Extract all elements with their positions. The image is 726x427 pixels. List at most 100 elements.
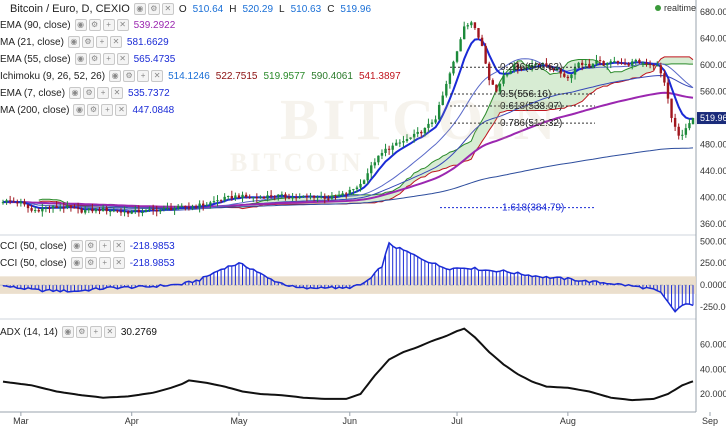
candle-body: [191, 206, 194, 208]
close-icon[interactable]: ✕: [103, 326, 116, 338]
eye-icon[interactable]: ◉: [109, 70, 122, 82]
candle-body: [184, 205, 187, 208]
candle-body: [262, 197, 266, 199]
settings-icon[interactable]: ⚙: [88, 53, 101, 65]
settings-icon[interactable]: ⚙: [88, 19, 101, 31]
adx-legend-value: 30.2769: [120, 326, 157, 338]
candle-body: [466, 25, 469, 27]
add-icon[interactable]: +: [98, 257, 111, 269]
candle-body: [584, 63, 587, 66]
candle-body: [470, 22, 473, 26]
candle-body: [19, 201, 23, 204]
candle-body: [398, 142, 402, 144]
add-icon[interactable]: +: [102, 19, 115, 31]
settings-icon[interactable]: ⚙: [84, 240, 97, 252]
settings-icon[interactable]: ⚙: [87, 104, 100, 116]
candle-body: [41, 208, 44, 212]
eye-icon[interactable]: ◉: [74, 53, 87, 65]
eye-icon[interactable]: ◉: [69, 87, 82, 99]
candle-body: [173, 208, 176, 211]
candle-body: [180, 205, 183, 207]
add-icon[interactable]: +: [97, 87, 110, 99]
candle-body: [530, 64, 534, 67]
close-icon[interactable]: ✕: [112, 240, 125, 252]
candle-body: [523, 68, 527, 70]
candle-body: [462, 26, 466, 40]
eye-icon[interactable]: ◉: [70, 240, 83, 252]
symbol-controls[interactable]: ◉ ⚙ ✕: [133, 3, 174, 15]
settings-icon[interactable]: ⚙: [83, 87, 96, 99]
candle-body: [527, 66, 530, 69]
candle-body: [498, 83, 502, 92]
candle-body: [287, 197, 291, 199]
close-icon[interactable]: ✕: [115, 104, 128, 116]
candle-body: [87, 208, 91, 211]
cci-legend-row: CCI (50, close) ◉ ⚙ + ✕ -218.9853: [0, 238, 178, 254]
settings-icon[interactable]: ⚙: [75, 326, 88, 338]
eye-icon[interactable]: ◉: [133, 3, 146, 15]
candle-body: [620, 62, 623, 64]
candle-body: [298, 196, 301, 199]
adx-legend-controls[interactable]: ◉ ⚙ + ✕: [61, 326, 116, 338]
candle-body: [202, 203, 205, 206]
adx-line: [2, 327, 694, 402]
candle-body: [477, 28, 480, 38]
indicator-controls[interactable]: ◉ ⚙ + ✕: [73, 104, 128, 116]
candle-body: [159, 209, 162, 212]
indicator-value: 535.7372: [128, 87, 170, 99]
cci-axis-tick-label: -250.000: [700, 302, 726, 312]
candle-body: [234, 195, 237, 199]
indicator-value: 590.4061: [311, 70, 353, 82]
settings-icon[interactable]: ⚙: [84, 257, 97, 269]
eye-icon[interactable]: ◉: [61, 326, 74, 338]
candle-body: [552, 68, 555, 71]
indicator-controls[interactable]: ◉ ⚙ + ✕: [67, 36, 122, 48]
close-icon[interactable]: ✕: [161, 3, 174, 15]
add-icon[interactable]: +: [102, 53, 115, 65]
eye-icon[interactable]: ◉: [73, 104, 86, 116]
candle-body: [566, 76, 570, 79]
close-icon[interactable]: ✕: [116, 53, 129, 65]
cci-controls[interactable]: ◉ ⚙ + ✕: [70, 257, 125, 269]
add-icon[interactable]: +: [101, 104, 114, 116]
settings-icon[interactable]: ⚙: [147, 3, 160, 15]
indicator-value: 522.7515: [215, 70, 258, 82]
indicator-controls[interactable]: ◉ ⚙ + ✕: [109, 70, 164, 82]
candle-body: [259, 197, 262, 199]
add-icon[interactable]: +: [89, 326, 102, 338]
cci-controls[interactable]: ◉ ⚙ + ✕: [70, 240, 125, 252]
cci-legend-row: CCI (50, close) ◉ ⚙ + ✕ -218.9853: [0, 255, 178, 271]
settings-icon[interactable]: ⚙: [123, 70, 136, 82]
indicator-controls[interactable]: ◉ ⚙ + ✕: [69, 87, 124, 99]
settings-icon[interactable]: ⚙: [81, 36, 94, 48]
close-icon[interactable]: ✕: [116, 19, 129, 31]
candle-body: [230, 195, 234, 199]
add-icon[interactable]: +: [137, 70, 150, 82]
eye-icon[interactable]: ◉: [67, 36, 80, 48]
candle-body: [48, 207, 51, 209]
close-icon[interactable]: ✕: [112, 257, 125, 269]
indicator-controls[interactable]: ◉ ⚙ + ✕: [74, 19, 129, 31]
candle-body: [248, 196, 251, 198]
eye-icon[interactable]: ◉: [70, 257, 83, 269]
candle-body: [681, 134, 684, 136]
candle-body: [641, 62, 645, 64]
candle-body: [341, 193, 344, 196]
candle-body: [441, 95, 444, 105]
indicator-controls[interactable]: ◉ ⚙ + ✕: [74, 53, 129, 65]
close-icon[interactable]: ✕: [109, 36, 122, 48]
add-icon[interactable]: +: [95, 36, 108, 48]
ichimoku-cloud: [38, 56, 694, 209]
ema55-line: [3, 74, 694, 209]
indicator-name: EMA (7, close): [0, 87, 66, 99]
close-icon[interactable]: ✕: [111, 87, 124, 99]
candle-body: [1, 202, 5, 204]
add-icon[interactable]: +: [98, 240, 111, 252]
close-icon[interactable]: ✕: [151, 70, 164, 82]
candle-body: [66, 205, 69, 208]
time-axis-tick-label: Jun: [343, 416, 358, 426]
candle-body: [144, 209, 148, 213]
candle-body: [666, 82, 670, 99]
eye-icon[interactable]: ◉: [74, 19, 87, 31]
